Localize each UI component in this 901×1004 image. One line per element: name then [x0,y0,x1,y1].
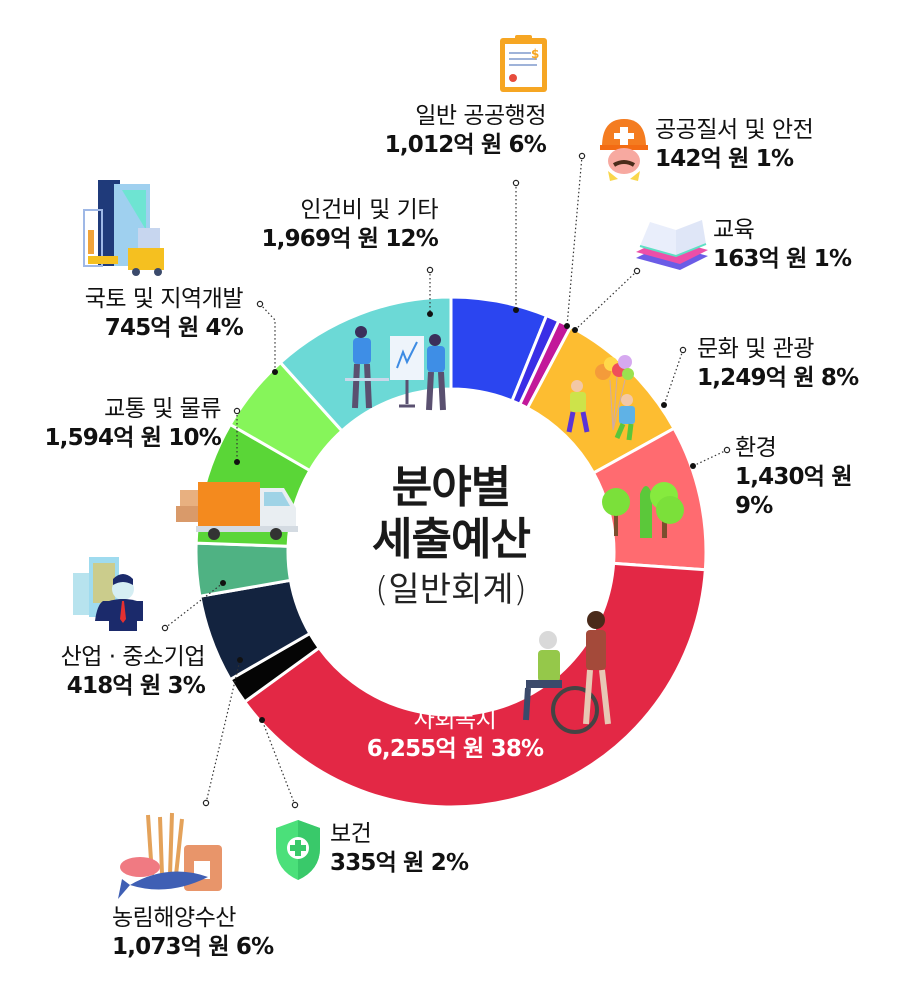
safety-worker-icon [600,119,648,181]
leader-end-dot [572,327,578,333]
label-public-order: 공공질서 및 안전 142억 원 1% [655,116,814,174]
label-name: 문화 및 관광 [697,336,814,362]
leader-end-dot [220,580,226,586]
wheat-fish-icon [118,812,222,899]
leader-start-dot [512,179,520,187]
label-name: 일반 공공행정 [415,103,546,129]
label-health: 보건 335억 원 2% [330,820,469,878]
leader-end-dot [564,323,570,329]
construction-building-icon [83,180,164,276]
label-culture: 문화 및 관광 1,249억 원 8% [697,335,859,393]
label-transport: 교통 및 물류 1,594억 원 10% [44,395,221,453]
leader-start-dot [233,407,241,415]
leader-line [164,582,224,629]
label-value: 745억 원 4% [104,314,244,341]
leader-end-dot [237,657,243,663]
label-name: 환경 [735,435,777,461]
label-land-development: 국토 및 지역개발 745억 원 4% [84,285,244,343]
chart-center-title: 분야별 세출예산 (일반회계) [301,462,601,612]
label-name: 사회복지 [413,707,497,733]
leader-start-dot [256,300,264,308]
leader-line [259,303,276,372]
label-environment: 환경 1,430억 원 9% [735,434,852,520]
label-name: 인건비 및 기타 [300,197,438,223]
label-value: 6,255억 원 38% [366,735,544,762]
label-value: 1,073억 원 6% [112,933,274,960]
leader-end-dot [234,459,240,465]
svg-text:$: $ [531,47,539,61]
label-value: 1,969억 원 12% [261,225,438,252]
center-subtitle: (일반회계) [375,569,527,610]
label-name: 농림해양수산 [112,905,236,931]
label-value: 1,249억 원 8% [697,364,859,391]
label-value: 418억 원 3% [66,672,206,699]
meeting-presentation-icon [345,326,446,411]
leader-start-dot [723,446,731,454]
leader-line [663,349,684,406]
leader-end-dot [272,369,278,375]
businessman-icon [73,557,143,631]
balloon-people-icon [566,355,635,441]
truck-icon [176,482,298,540]
leader-start-dot [161,624,169,632]
leader-start-dot [679,346,687,354]
leader-line [205,659,241,804]
wheelchair-care-icon [523,611,611,734]
label-value: 1,430억 원 [735,463,852,490]
leader-start-dot [291,801,299,809]
label-name: 교통 및 물류 [104,396,221,422]
leader-start-dot [426,266,434,274]
label-value: 335억 원 2% [330,849,469,876]
leader-line [692,449,728,467]
leader-end-dot [513,307,519,313]
leader-line [574,270,638,331]
leader-lines [161,152,731,809]
leader-start-dot [578,152,586,160]
label-value: 1,012억 원 6% [384,131,547,158]
leader-end-dot [690,463,696,469]
label-general-admin: 일반 공공행정 1,012억 원 6% [384,102,547,160]
label-personnel: 인건비 및 기타 1,969억 원 12% [261,196,438,254]
label-value: 142억 원 1% [655,145,794,172]
center-title-line1: 분야별 [391,462,511,513]
leader-line [566,155,583,327]
label-industry: 산업 · 중소기업 418억 원 3% [60,643,206,701]
leader-start-dot [633,267,641,275]
label-name: 보건 [330,821,372,847]
label-name: 교육 [713,217,755,243]
leader-start-dot [202,799,210,807]
leader-end-dot [661,402,667,408]
label-name: 국토 및 지역개발 [84,286,244,312]
health-shield-icon [276,820,320,880]
label-value: 1,594억 원 10% [44,424,221,451]
center-title-line2: 세출예산 [372,513,531,565]
label-name: 산업 · 중소기업 [60,644,206,670]
contract-document-icon: $ [500,35,547,92]
label-agriculture: 농림해양수산 1,073억 원 6% [112,904,274,962]
label-welfare: 사회복지 6,255억 원 38% [350,706,560,764]
leader-end-dot [259,717,265,723]
label-education: 교육 163억 원 1% [713,216,852,274]
label-value: 163억 원 1% [713,245,852,272]
trees-icon [602,482,684,538]
label-name: 공공질서 및 안전 [655,117,814,143]
leader-end-dot [427,311,433,317]
books-icon [636,220,708,270]
label-percent: 9% [735,492,773,519]
